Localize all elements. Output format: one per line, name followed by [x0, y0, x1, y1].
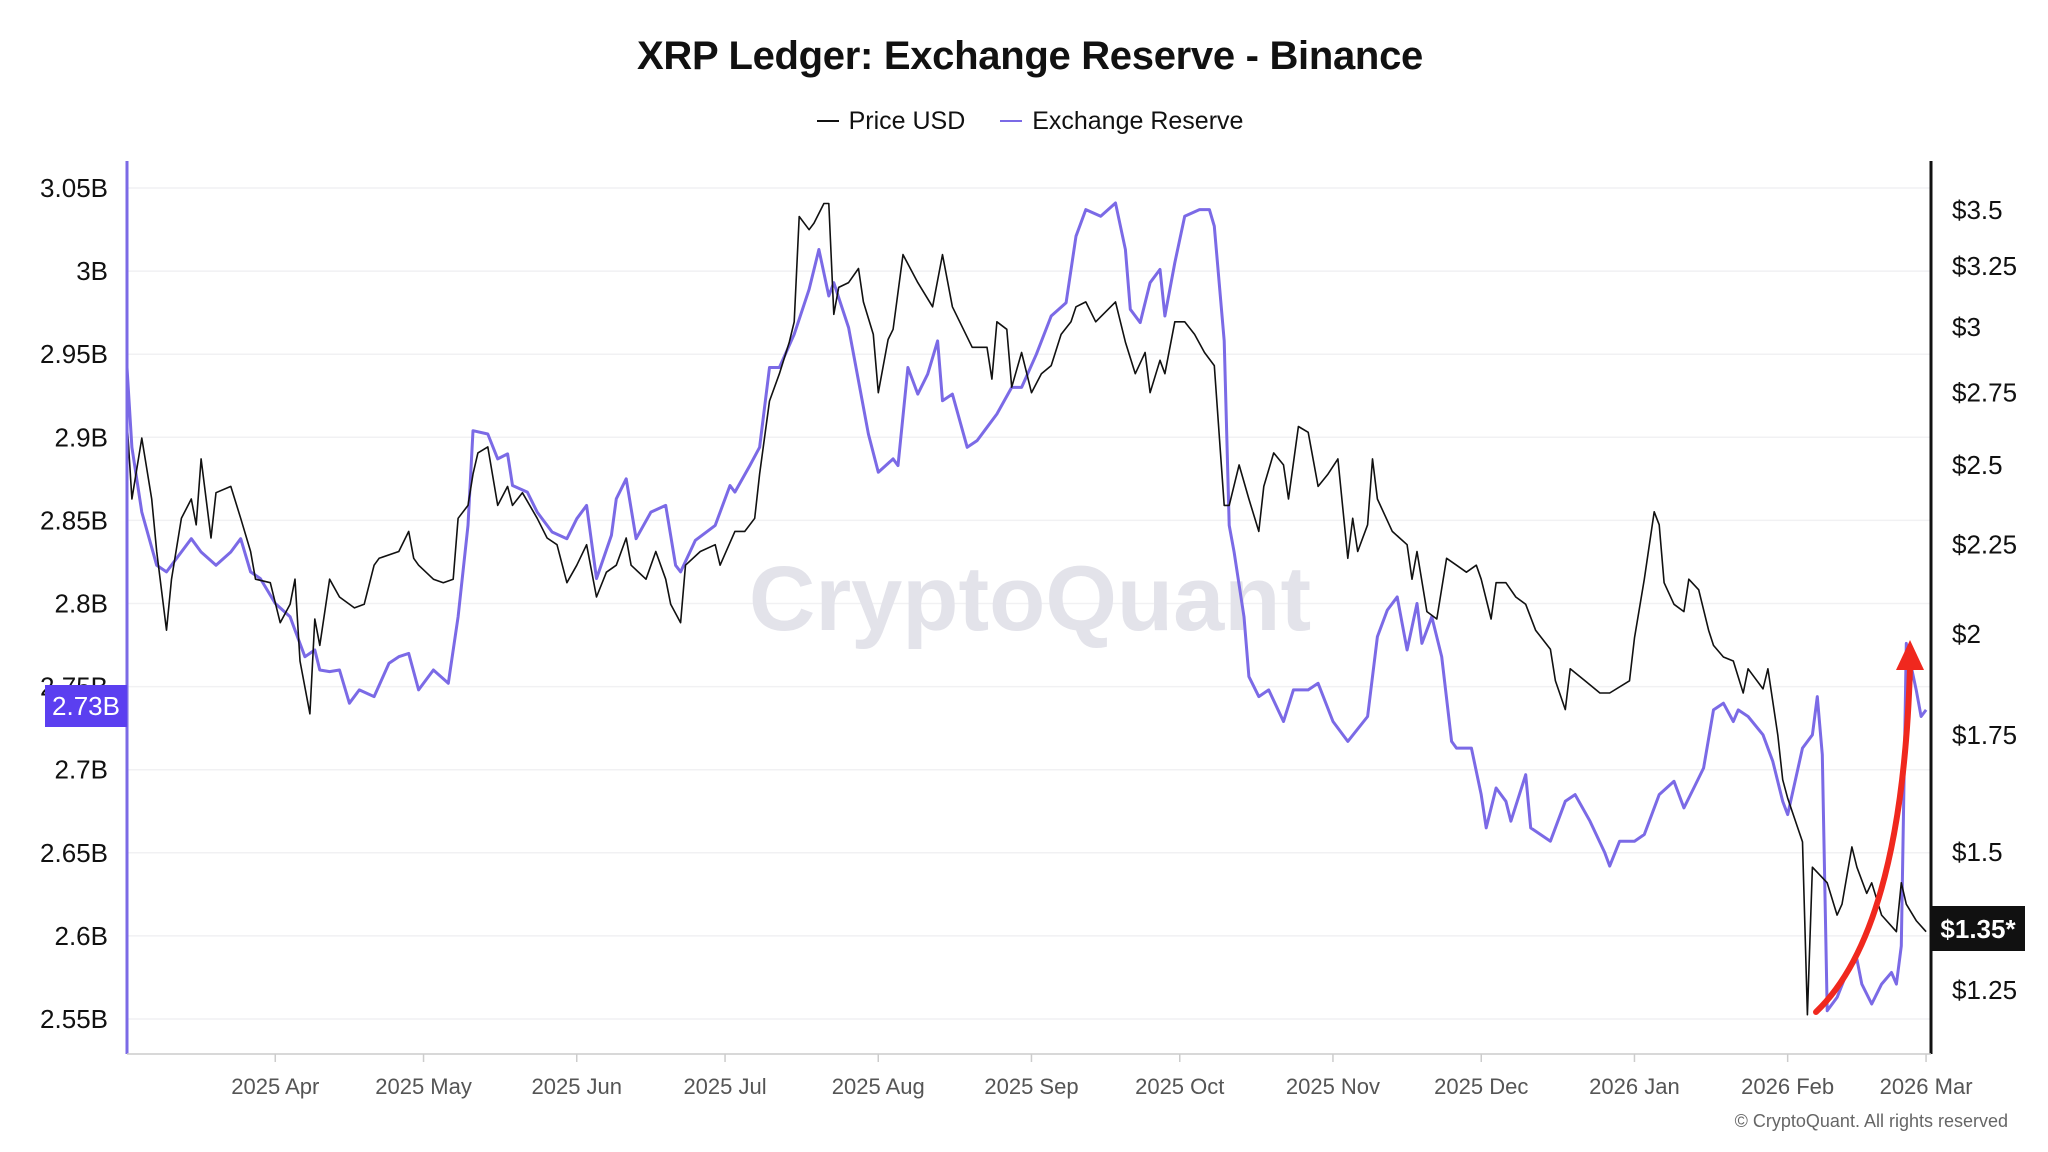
exchange-reserve-line [125, 201, 1928, 1013]
price-current-box [1931, 906, 2025, 951]
right-tick-label: $1.25 [1952, 975, 2017, 1005]
left-tick-label: 3.05B [40, 173, 108, 203]
x-tick-label: 2026 Mar [1880, 1074, 1973, 1099]
left-tick-label: 2.65B [40, 838, 108, 868]
legend-swatch-price [816, 120, 839, 122]
series-group [125, 201, 1928, 1016]
x-tick-label: 2025 Jun [531, 1074, 622, 1099]
x-tick-label: 2025 Aug [832, 1074, 925, 1099]
right-tick-label: $1.5 [1952, 837, 2003, 867]
legend: Price USD Exchange Reserve [0, 100, 2048, 136]
left-tick-label: 2.7B [55, 755, 109, 785]
left-tick-label: 2.55B [40, 1004, 108, 1034]
red-arrow-head [1896, 640, 1924, 670]
right-tick-label: $2.5 [1952, 450, 2003, 480]
right-tick-label: $2.25 [1952, 530, 2017, 560]
x-tick-label: 2025 Sep [984, 1074, 1078, 1099]
left-tick-label: 2.9B [55, 422, 109, 452]
price-current-value: $1.35* [1940, 914, 2016, 944]
left-axis-ticks: 3.05B3B2.95B2.9B2.85B2.8B2.75B2.7B2.65B2… [40, 173, 108, 1034]
left-tick-label: 2.8B [55, 589, 109, 619]
x-tick-label: 2025 Apr [231, 1074, 319, 1099]
x-tick-label: 2026 Feb [1741, 1074, 1834, 1099]
x-tick-label: 2025 Dec [1434, 1074, 1528, 1099]
left-tick-label: 2.85B [40, 505, 108, 535]
left-tick-label: 2.6B [55, 921, 109, 951]
right-axis-ticks: $3.5 $3.25 $3 $2.75 $2.5 $2.25 $2 $1.75 $1.5 $1.2… [1952, 195, 2017, 1005]
red-arrow-curve [1813, 665, 1913, 1015]
legend-label-price: Price USD [848, 106, 966, 135]
price-current-label: $1.35* [1931, 906, 2025, 951]
chart-title: XRP Ledger: Exchange Reserve - Binance [637, 34, 1423, 78]
legend-item-reserve[interactable]: Exchange Reserve [1000, 107, 1243, 136]
right-tick-label: $2 [1952, 619, 1981, 649]
reserve-current-label: 2.73B [45, 685, 127, 727]
left-tick-label: 3B [76, 256, 108, 286]
x-tick-label: 2025 Nov [1286, 1074, 1380, 1099]
reserve-current-value: 2.73B [52, 691, 120, 721]
right-tick-label: $3.5 [1952, 195, 2003, 225]
right-tick-label: $3.25 [1952, 251, 2017, 281]
left-tick-label: 2.95B [40, 339, 108, 369]
x-axis-ticks: 2025 Apr 2025 May 2025 Jun 2025 Jul 2025 Aug… [231, 1054, 1973, 1099]
right-tick-label: $3 [1952, 312, 1981, 342]
x-tick-label: 2026 Jan [1589, 1074, 1680, 1099]
x-tick-label: 2025 Oct [1135, 1074, 1224, 1099]
legend-label-reserve: Exchange Reserve [1032, 106, 1244, 135]
price-usd-line [126, 202, 1927, 1016]
red-arrow-annotation [1813, 640, 1924, 1015]
legend-swatch-reserve [1000, 120, 1023, 122]
legend-item-price[interactable]: Price USD [816, 106, 966, 136]
right-tick-label: $2.75 [1952, 378, 2017, 408]
gridlines [127, 187, 1931, 1020]
x-tick-label: 2025 May [375, 1074, 472, 1099]
x-tick-label: 2025 Jul [683, 1074, 766, 1099]
copyright-notice: © CryptoQuant. All rights reserved [1734, 1111, 2008, 1131]
reserve-current-box [45, 685, 127, 727]
watermark: CryptoQuant [749, 548, 1311, 650]
right-tick-label: $1.75 [1952, 720, 2017, 750]
